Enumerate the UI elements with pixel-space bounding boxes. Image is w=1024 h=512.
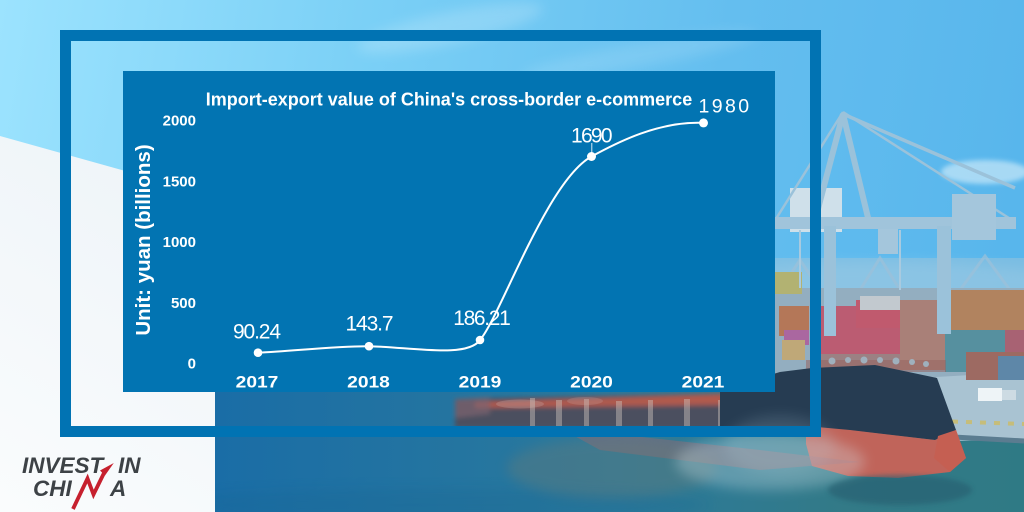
svg-text:2019: 2019 bbox=[459, 373, 502, 392]
svg-text:Unit: yuan (billions): Unit: yuan (billions) bbox=[132, 144, 155, 335]
svg-text:0: 0 bbox=[188, 356, 196, 373]
svg-text:2018: 2018 bbox=[347, 373, 390, 392]
svg-text:1980: 1980 bbox=[699, 96, 752, 118]
svg-text:90.24: 90.24 bbox=[233, 321, 281, 344]
svg-text:500: 500 bbox=[171, 295, 196, 312]
svg-text:1500: 1500 bbox=[163, 173, 196, 190]
svg-text:143.7: 143.7 bbox=[346, 313, 394, 336]
svg-text:INVEST: INVEST bbox=[22, 453, 106, 478]
svg-text:1690: 1690 bbox=[571, 125, 613, 148]
svg-text:2021: 2021 bbox=[682, 373, 725, 392]
svg-text:A: A bbox=[109, 476, 126, 501]
svg-text:2020: 2020 bbox=[570, 373, 613, 392]
svg-text:2017: 2017 bbox=[236, 373, 279, 392]
svg-text:1000: 1000 bbox=[163, 234, 196, 251]
svg-text:186.21: 186.21 bbox=[453, 307, 511, 330]
svg-text:2000: 2000 bbox=[163, 113, 196, 130]
svg-text:CHI: CHI bbox=[33, 476, 72, 501]
svg-text:IN: IN bbox=[118, 453, 141, 478]
svg-text:Import-export value of China's: Import-export value of China's cross-bor… bbox=[206, 90, 692, 110]
